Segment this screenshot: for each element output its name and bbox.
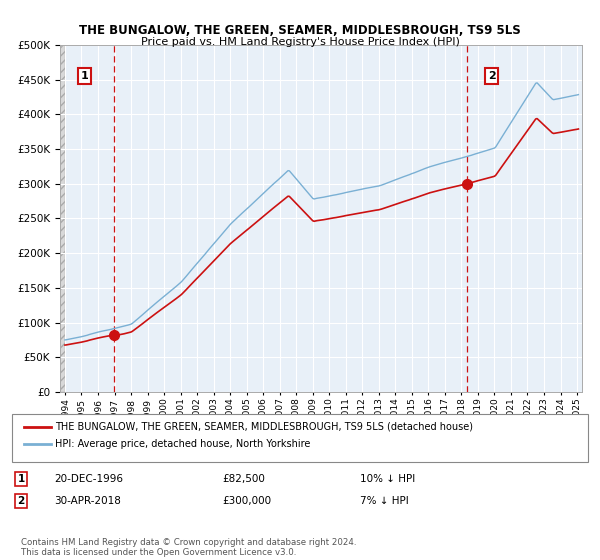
Text: 1: 1 xyxy=(80,71,88,81)
Bar xyxy=(60,45,65,392)
Text: THE BUNGALOW, THE GREEN, SEAMER, MIDDLESBROUGH, TS9 5LS: THE BUNGALOW, THE GREEN, SEAMER, MIDDLES… xyxy=(79,24,521,38)
Text: Price paid vs. HM Land Registry's House Price Index (HPI): Price paid vs. HM Land Registry's House … xyxy=(140,37,460,47)
Text: 1: 1 xyxy=(17,474,25,484)
Text: £82,500: £82,500 xyxy=(222,474,265,484)
Text: 7% ↓ HPI: 7% ↓ HPI xyxy=(360,496,409,506)
Text: 2: 2 xyxy=(17,496,25,506)
Text: 20-DEC-1996: 20-DEC-1996 xyxy=(54,474,123,484)
Text: 30-APR-2018: 30-APR-2018 xyxy=(54,496,121,506)
Text: THE BUNGALOW, THE GREEN, SEAMER, MIDDLESBROUGH, TS9 5LS (detached house): THE BUNGALOW, THE GREEN, SEAMER, MIDDLES… xyxy=(55,422,473,432)
Text: Contains HM Land Registry data © Crown copyright and database right 2024.
This d: Contains HM Land Registry data © Crown c… xyxy=(21,538,356,557)
Text: 2: 2 xyxy=(488,71,496,81)
Text: 10% ↓ HPI: 10% ↓ HPI xyxy=(360,474,415,484)
Text: £300,000: £300,000 xyxy=(222,496,271,506)
Text: HPI: Average price, detached house, North Yorkshire: HPI: Average price, detached house, Nort… xyxy=(55,438,311,449)
